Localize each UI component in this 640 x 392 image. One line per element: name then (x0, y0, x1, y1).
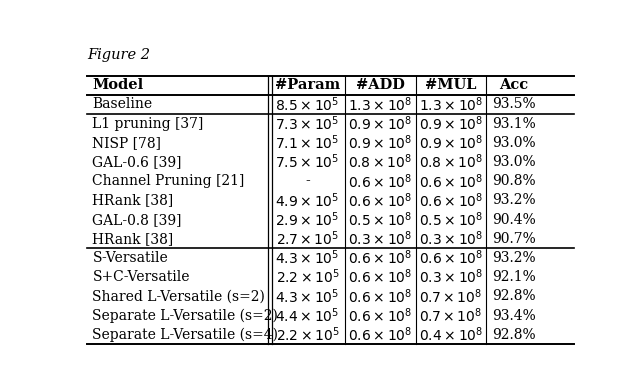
Text: $4.3 \times 10^5$: $4.3 \times 10^5$ (275, 249, 340, 267)
Text: $4.4 \times 10^5$: $4.4 \times 10^5$ (275, 306, 340, 325)
Text: 92.1%: 92.1% (492, 270, 536, 284)
Text: $0.6 \times 10^8$: $0.6 \times 10^8$ (419, 249, 483, 267)
Text: 92.8%: 92.8% (492, 289, 536, 303)
Text: 93.2%: 93.2% (492, 193, 536, 207)
Text: $2.2 \times 10^5$: $2.2 \times 10^5$ (276, 325, 339, 344)
Text: $0.6 \times 10^8$: $0.6 \times 10^8$ (348, 268, 413, 287)
Text: $0.7 \times 10^8$: $0.7 \times 10^8$ (419, 306, 483, 325)
Text: $0.6 \times 10^8$: $0.6 \times 10^8$ (348, 191, 413, 210)
Text: GAL-0.8 [39]: GAL-0.8 [39] (92, 212, 182, 227)
Text: $0.8 \times 10^8$: $0.8 \times 10^8$ (419, 153, 483, 171)
Text: #ADD: #ADD (356, 78, 404, 92)
Text: HRank [38]: HRank [38] (92, 232, 173, 246)
Text: Shared L-Versatile (s=2): Shared L-Versatile (s=2) (92, 289, 265, 303)
Text: 90.7%: 90.7% (492, 232, 536, 246)
Text: $2.2 \times 10^5$: $2.2 \times 10^5$ (276, 268, 339, 287)
Text: $0.9 \times 10^8$: $0.9 \times 10^8$ (348, 134, 413, 152)
Text: Figure 2: Figure 2 (88, 47, 150, 62)
Text: 93.5%: 93.5% (492, 98, 536, 111)
Text: $0.5 \times 10^8$: $0.5 \times 10^8$ (419, 211, 483, 229)
Text: $0.3 \times 10^8$: $0.3 \times 10^8$ (419, 230, 483, 248)
Text: $7.3 \times 10^5$: $7.3 \times 10^5$ (275, 114, 340, 133)
Text: $0.6 \times 10^8$: $0.6 \times 10^8$ (348, 172, 413, 191)
Text: #MUL: #MUL (425, 78, 477, 92)
Text: $0.6 \times 10^8$: $0.6 \times 10^8$ (348, 249, 413, 267)
Text: S-Versatile: S-Versatile (92, 251, 168, 265)
Text: Acc: Acc (499, 78, 529, 92)
Text: $0.4 \times 10^8$: $0.4 \times 10^8$ (419, 325, 483, 344)
Text: $0.7 \times 10^8$: $0.7 \times 10^8$ (419, 287, 483, 306)
Text: $4.3 \times 10^5$: $4.3 \times 10^5$ (275, 287, 340, 306)
Text: Separate L-Versatile (s=2): Separate L-Versatile (s=2) (92, 309, 278, 323)
Text: 92.8%: 92.8% (492, 328, 536, 342)
Text: 93.4%: 93.4% (492, 309, 536, 323)
Text: Model: Model (92, 78, 143, 92)
Text: HRank [38]: HRank [38] (92, 193, 173, 207)
Text: #Param: #Param (275, 78, 340, 92)
Text: $0.5 \times 10^8$: $0.5 \times 10^8$ (348, 211, 413, 229)
Text: $0.3 \times 10^8$: $0.3 \times 10^8$ (419, 268, 483, 287)
Text: 93.0%: 93.0% (492, 155, 536, 169)
Text: $0.3 \times 10^8$: $0.3 \times 10^8$ (348, 230, 413, 248)
Text: 93.0%: 93.0% (492, 136, 536, 150)
Text: S+C-Versatile: S+C-Versatile (92, 270, 190, 284)
Text: $0.9 \times 10^8$: $0.9 \times 10^8$ (419, 134, 483, 152)
Text: NISP [78]: NISP [78] (92, 136, 161, 150)
Text: $8.5 \times 10^5$: $8.5 \times 10^5$ (275, 95, 340, 114)
Text: $1.3 \times 10^8$: $1.3 \times 10^8$ (348, 95, 413, 114)
Text: $0.6 \times 10^8$: $0.6 \times 10^8$ (348, 325, 413, 344)
Text: $7.5 \times 10^5$: $7.5 \times 10^5$ (275, 153, 340, 171)
Text: $0.6 \times 10^8$: $0.6 \times 10^8$ (348, 306, 413, 325)
Text: L1 pruning [37]: L1 pruning [37] (92, 117, 204, 131)
Text: $0.9 \times 10^8$: $0.9 \times 10^8$ (419, 114, 483, 133)
Text: GAL-0.6 [39]: GAL-0.6 [39] (92, 155, 182, 169)
Text: 90.4%: 90.4% (492, 212, 536, 227)
Text: -: - (305, 174, 310, 188)
Text: Channel Pruning [21]: Channel Pruning [21] (92, 174, 244, 188)
Text: $0.6 \times 10^8$: $0.6 \times 10^8$ (348, 287, 413, 306)
Text: $0.8 \times 10^8$: $0.8 \times 10^8$ (348, 153, 412, 171)
Text: 90.8%: 90.8% (492, 174, 536, 188)
Text: $1.3 \times 10^8$: $1.3 \times 10^8$ (419, 95, 483, 114)
Text: $2.9 \times 10^5$: $2.9 \times 10^5$ (275, 211, 340, 229)
Text: Baseline: Baseline (92, 98, 152, 111)
Text: 93.2%: 93.2% (492, 251, 536, 265)
Text: $0.9 \times 10^8$: $0.9 \times 10^8$ (348, 114, 413, 133)
Text: Separate L-Versatile (s=4): Separate L-Versatile (s=4) (92, 328, 278, 342)
Text: $4.9 \times 10^5$: $4.9 \times 10^5$ (275, 191, 340, 210)
Text: $2.7 \times 10^5$: $2.7 \times 10^5$ (276, 230, 339, 248)
Text: $7.1 \times 10^5$: $7.1 \times 10^5$ (275, 134, 340, 152)
Text: 93.1%: 93.1% (492, 117, 536, 131)
Text: $0.6 \times 10^8$: $0.6 \times 10^8$ (419, 191, 483, 210)
Text: $0.6 \times 10^8$: $0.6 \times 10^8$ (419, 172, 483, 191)
